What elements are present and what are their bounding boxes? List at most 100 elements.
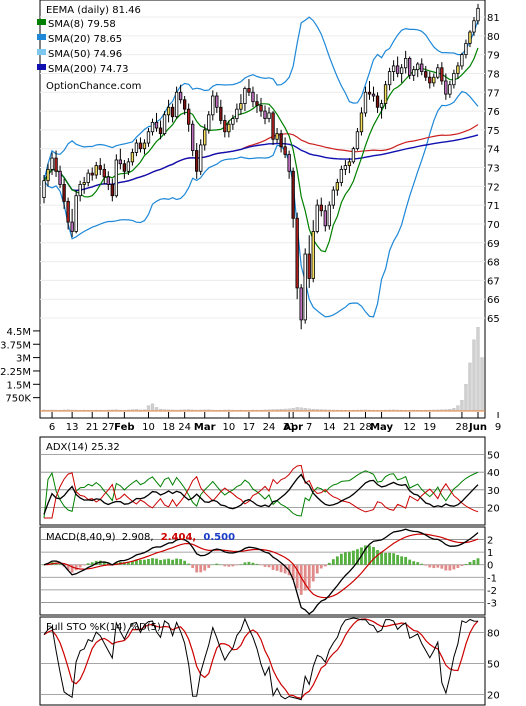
candle bbox=[375, 92, 380, 113]
candle-body bbox=[255, 101, 259, 106]
macd-histogram-bar bbox=[295, 564, 299, 589]
candle-body bbox=[118, 159, 123, 165]
date-tick-label: 24 bbox=[263, 422, 276, 433]
candle-body bbox=[54, 157, 58, 172]
macd-histogram-bar bbox=[159, 559, 162, 565]
macd-histogram-bar bbox=[223, 564, 227, 567]
candle bbox=[335, 178, 340, 196]
candle-body bbox=[327, 204, 331, 227]
candle-body bbox=[399, 67, 404, 74]
candle bbox=[424, 65, 428, 81]
candle-body bbox=[182, 99, 187, 110]
candle-body bbox=[90, 172, 94, 176]
candle-body bbox=[126, 161, 131, 172]
candle bbox=[379, 99, 384, 119]
candle bbox=[102, 163, 106, 185]
candle-body bbox=[307, 253, 311, 279]
candle-body bbox=[154, 121, 159, 129]
candle-body bbox=[363, 91, 368, 114]
macd-histogram-bar bbox=[279, 564, 283, 573]
candle-body bbox=[191, 123, 195, 151]
candle-body bbox=[408, 57, 412, 76]
volume-bar bbox=[468, 362, 472, 412]
price-tick-label: 76 bbox=[487, 107, 500, 118]
candle bbox=[420, 58, 424, 76]
macd-hist-value: 0.500 bbox=[203, 532, 235, 543]
candle bbox=[158, 120, 163, 140]
candle bbox=[363, 86, 368, 117]
sto-label: Full STO %K(14) %D(5) bbox=[46, 622, 161, 633]
date-tick-label: 7 bbox=[306, 422, 312, 433]
candle-body bbox=[303, 253, 307, 321]
candle bbox=[460, 52, 464, 70]
macd-histogram-bar bbox=[239, 564, 243, 565]
macd-histogram-bar bbox=[243, 562, 247, 565]
macd-histogram-bar bbox=[291, 564, 295, 581]
macd-histogram-bar bbox=[468, 561, 472, 565]
candle bbox=[444, 73, 448, 100]
legend-swatch bbox=[37, 49, 46, 55]
candle-body bbox=[395, 65, 400, 74]
macd-histogram-bar bbox=[368, 545, 371, 565]
candle-body bbox=[335, 182, 340, 191]
volume-axis-ticks: 750K 1.5M 2.25M 3M 3.75M 4.5M bbox=[0, 327, 40, 405]
candle-body bbox=[267, 112, 271, 119]
date-tick-label: 19 bbox=[423, 422, 436, 433]
volume-tick-label: 1.5M bbox=[6, 380, 31, 391]
candle bbox=[395, 56, 400, 78]
volume-tick-label: 2.25M bbox=[0, 367, 31, 378]
candle-body bbox=[347, 161, 352, 167]
candle-body bbox=[472, 20, 476, 33]
volume-bar bbox=[295, 407, 299, 412]
panel-tick-label: 1 bbox=[487, 548, 493, 559]
candle bbox=[367, 80, 372, 100]
candle-body bbox=[162, 114, 167, 135]
macd-histogram-bar bbox=[339, 553, 343, 565]
candle bbox=[82, 176, 86, 194]
macd-histogram-bar bbox=[400, 556, 404, 565]
macd-histogram-bar bbox=[356, 549, 359, 565]
candle bbox=[295, 212, 299, 300]
volume-tick-label: 750K bbox=[5, 394, 31, 405]
candle bbox=[315, 199, 319, 234]
price-tick-label: 75 bbox=[487, 126, 500, 137]
macd-histogram-bar bbox=[167, 558, 170, 565]
macd-histogram-bar bbox=[348, 551, 351, 565]
date-tick-label: 18 bbox=[162, 422, 175, 433]
candle-body bbox=[50, 157, 54, 170]
candle bbox=[428, 71, 432, 89]
candle-body bbox=[134, 142, 139, 153]
sto-k-line bbox=[43, 617, 479, 701]
candle-body bbox=[166, 106, 171, 116]
panel-tick-label: 50 bbox=[487, 660, 500, 671]
candle-body bbox=[102, 168, 106, 178]
date-tick-label: Feb bbox=[114, 422, 134, 433]
legend-swatch bbox=[37, 64, 46, 70]
macd-histogram-bar bbox=[396, 555, 400, 565]
legend-swatch bbox=[37, 34, 46, 40]
macd-histogram-bar bbox=[211, 564, 215, 566]
candle bbox=[371, 86, 376, 102]
candle bbox=[251, 86, 255, 108]
date-tick-label: May bbox=[370, 422, 393, 433]
macd-histogram-bar bbox=[203, 564, 207, 571]
date-tick-label: 6 bbox=[49, 422, 55, 433]
price-tick-label: 66 bbox=[487, 295, 500, 306]
candle-body bbox=[86, 172, 90, 183]
bollinger-upper-line bbox=[43, 16, 479, 181]
candle bbox=[452, 69, 456, 89]
macd-histogram-bar bbox=[275, 564, 279, 571]
candle-body bbox=[448, 84, 452, 95]
macd-histogram-bar bbox=[131, 560, 134, 565]
macd-histogram-bar bbox=[343, 552, 347, 565]
macd-histogram-bar bbox=[78, 564, 82, 568]
candle bbox=[331, 186, 335, 209]
date-tick-label: Jun bbox=[468, 422, 487, 433]
candle bbox=[130, 148, 135, 166]
volume-tick-label: 3M bbox=[16, 354, 31, 365]
price-tick-label: 74 bbox=[487, 145, 500, 156]
macd-panel: -3-2 -10 12 MACD(8,40,9) 2.908, 2.404, 0.5… bbox=[39, 526, 497, 616]
macd-histogram-bar bbox=[58, 564, 62, 565]
symbol-label: EEMA (daily) 81.46 bbox=[46, 5, 141, 16]
macd-histogram-bar bbox=[143, 559, 146, 565]
